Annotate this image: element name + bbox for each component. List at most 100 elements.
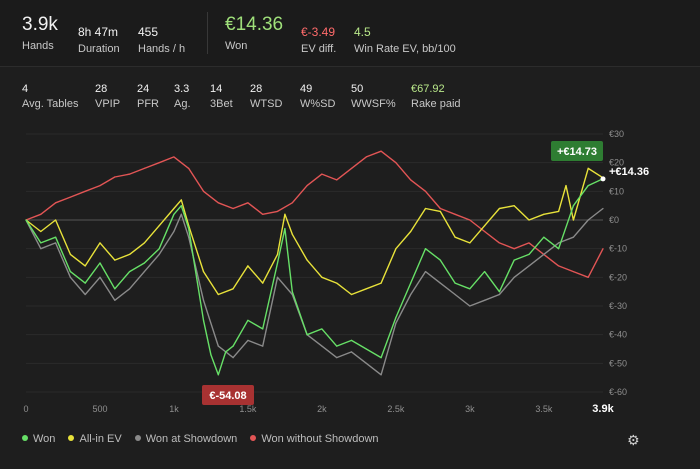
data-point xyxy=(321,276,323,278)
stat-duration: 8h 47m Duration xyxy=(78,25,120,55)
data-point xyxy=(558,210,560,212)
data-point xyxy=(54,242,57,244)
data-point xyxy=(217,345,219,347)
profit-chart: €30 €20 €10 €0 €-10 €-20 €-30 €-40 €-50 €-60 0 500… xyxy=(23,129,649,415)
data-point xyxy=(173,230,175,233)
stat-rake-paid: €67.92 Rake paid xyxy=(411,83,461,110)
stat-pfr-value: 24 xyxy=(137,83,150,95)
stat-won-value: €14.36 xyxy=(225,14,284,35)
legend-item-won[interactable]: Won xyxy=(22,433,55,445)
y-axis-labels: €30 €20 €10 €0 €-10 €-20 €-30 €-40 €-50 €-60 xyxy=(609,129,627,397)
x-tick-label: 3.9k xyxy=(592,403,614,415)
data-point xyxy=(69,271,71,273)
data-point xyxy=(84,265,86,267)
data-point xyxy=(395,322,397,324)
data-point xyxy=(380,357,382,359)
data-point xyxy=(114,288,116,290)
data-point xyxy=(188,167,190,169)
data-point xyxy=(143,242,145,244)
data-point xyxy=(114,299,116,301)
stat-hands-per-hour-value: 455 xyxy=(138,25,159,39)
stat-pfr-label: PFR xyxy=(137,98,159,110)
stat-wwsf: 50 WWSF% xyxy=(351,83,396,110)
data-point xyxy=(498,242,501,244)
stat-ev-diff: €-3.49 EV diff. xyxy=(301,25,336,55)
legend-swatch-won xyxy=(22,435,28,441)
data-point xyxy=(54,202,57,204)
data-point xyxy=(306,259,308,261)
data-point xyxy=(321,345,323,347)
stat-win-rate-ev: 4.5 Win Rate EV, bb/100 xyxy=(354,25,456,55)
stat-wsd-value: 49 xyxy=(300,83,313,95)
data-point xyxy=(180,205,182,207)
data-point xyxy=(232,357,234,359)
data-point xyxy=(439,207,441,210)
data-point xyxy=(424,190,427,192)
x-tick-label: 1.5k xyxy=(239,404,257,414)
chart-series xyxy=(25,150,606,376)
max-badge: +€14.73 xyxy=(551,141,603,161)
data-point xyxy=(247,265,249,267)
data-point xyxy=(336,179,338,181)
stat-wtsd-value: 28 xyxy=(250,83,263,95)
data-point xyxy=(143,167,145,169)
data-point xyxy=(276,262,279,264)
data-point xyxy=(410,179,412,181)
data-point xyxy=(469,305,471,307)
data-point xyxy=(454,293,456,296)
data-point xyxy=(543,236,545,238)
y-tick-label: €20 xyxy=(609,158,624,168)
data-point xyxy=(40,213,42,215)
legend-item-non-showdown[interactable]: Won without Showdown xyxy=(250,433,379,445)
stat-hands-per-hour-label: Hands / h xyxy=(138,43,186,55)
data-point xyxy=(276,253,279,255)
x-axis-labels: 0 500 1k 1.5k 2k 2.5k 3k 3.5k 3.9k xyxy=(23,403,614,415)
data-point xyxy=(528,219,530,221)
data-point xyxy=(350,167,353,169)
data-point xyxy=(587,167,589,169)
stat-ev-diff-label: EV diff. xyxy=(301,43,337,55)
x-tick-label: 0 xyxy=(23,404,28,414)
data-point xyxy=(114,259,116,261)
stat-vpip-value: 28 xyxy=(95,83,108,95)
gear-icon[interactable]: ⚙ xyxy=(627,432,640,448)
stat-won: €14.36 Won xyxy=(225,14,283,52)
summary-bar: 3.9k Hands 8h 47m Duration 455 Hands / h… xyxy=(0,0,700,67)
x-tick-label: 3k xyxy=(465,404,475,414)
divider xyxy=(207,12,208,54)
data-point xyxy=(210,354,212,356)
data-point xyxy=(69,196,71,198)
stat-won-label: Won xyxy=(225,40,248,52)
data-point xyxy=(395,316,397,319)
data-point xyxy=(173,207,175,210)
data-point xyxy=(158,225,160,227)
data-point xyxy=(336,345,338,347)
data-point xyxy=(543,253,545,255)
chart-annotations: +€14.73 €-54.08 +€14.36 xyxy=(202,141,649,405)
stat-3bet-label: 3Bet xyxy=(210,98,233,110)
data-point xyxy=(128,253,131,255)
data-point xyxy=(424,207,427,210)
stat-pfr: 24 PFR xyxy=(137,83,159,110)
legend-item-allin-ev[interactable]: All-in EV xyxy=(68,433,122,445)
data-point xyxy=(498,207,501,210)
data-point xyxy=(202,319,205,321)
stat-3bet: 14 3Bet xyxy=(210,83,233,110)
y-tick-label: €-30 xyxy=(609,301,627,311)
data-point xyxy=(395,162,397,164)
x-tick-label: 2k xyxy=(317,404,327,414)
data-point xyxy=(395,248,397,250)
legend-item-showdown[interactable]: Won at Showdown xyxy=(134,433,237,445)
data-point xyxy=(410,230,412,233)
x-tick-label: 500 xyxy=(92,404,107,414)
data-point xyxy=(69,253,71,255)
series-line-won xyxy=(25,178,604,376)
data-point xyxy=(380,150,382,152)
min-badge: €-54.08 xyxy=(202,385,254,405)
data-point xyxy=(54,219,57,221)
y-tick-label: €0 xyxy=(609,215,619,225)
data-point xyxy=(454,236,456,238)
data-point xyxy=(99,276,101,278)
stat-ev-diff-value: €-3.49 xyxy=(301,25,336,39)
stat-wsd-label: W%SD xyxy=(300,98,336,110)
